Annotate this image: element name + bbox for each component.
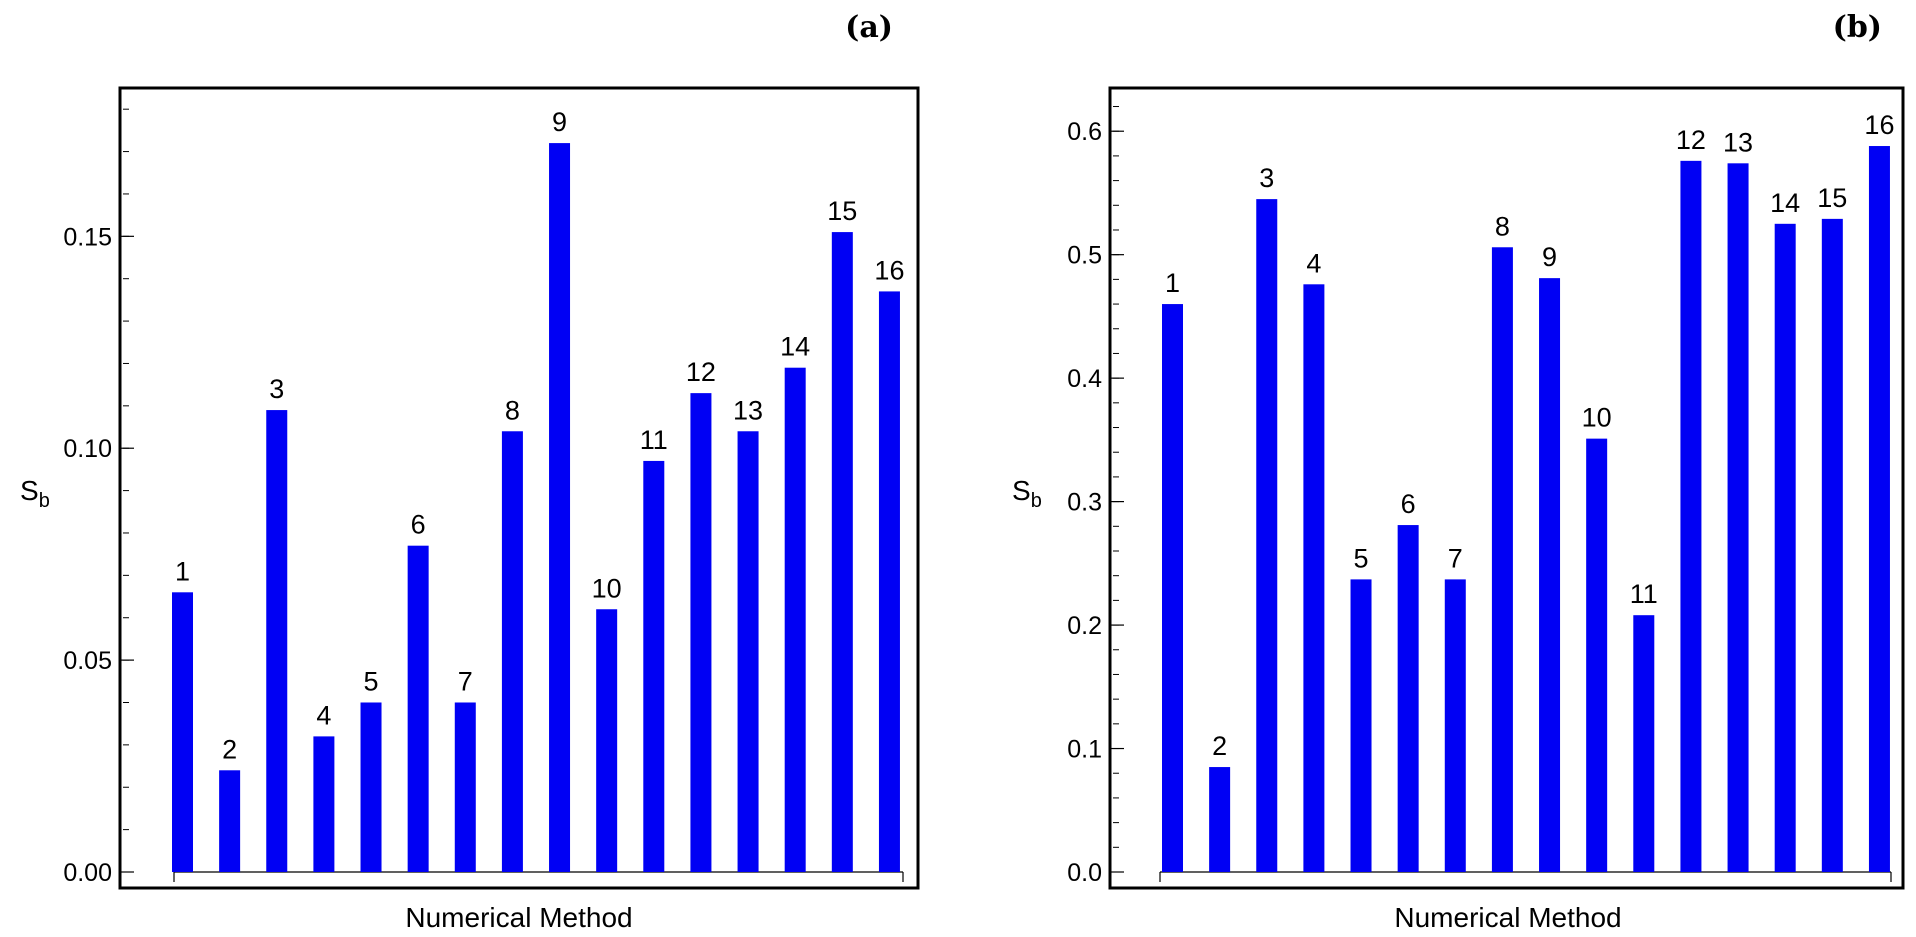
bar-label: 1 — [1165, 268, 1180, 298]
y-tick-label: 0.1 — [1067, 736, 1102, 764]
bar — [172, 592, 193, 872]
bar — [1680, 160, 1702, 872]
y-tick-label: 0.6 — [1067, 118, 1102, 146]
bar-label: 15 — [827, 196, 857, 226]
y-tick-label: 0.5 — [1067, 242, 1102, 270]
bar-label: 15 — [1817, 183, 1847, 213]
bar — [1444, 579, 1466, 872]
bar — [407, 545, 429, 872]
bar — [1350, 579, 1372, 872]
bar — [1303, 284, 1325, 872]
bar — [831, 232, 853, 872]
bar — [360, 702, 382, 872]
bar — [454, 702, 476, 872]
chart-panel-a: 0.000.050.100.15 12345678910111213141516… — [20, 10, 920, 933]
bar — [266, 410, 288, 872]
bar — [1586, 438, 1608, 872]
y-axis-label-subscript: b — [39, 490, 50, 512]
bar — [1209, 767, 1231, 872]
bar — [1539, 278, 1561, 872]
bar-label: 12 — [686, 357, 716, 387]
bar-label: 16 — [1864, 110, 1894, 140]
bar — [1821, 218, 1843, 872]
y-axis-label: Sb — [20, 475, 50, 512]
y-tick-label: 0.10 — [63, 435, 112, 463]
bar — [1868, 146, 1890, 873]
bar-label: 14 — [1770, 188, 1800, 218]
bar-label: 7 — [458, 666, 473, 696]
bar — [737, 431, 759, 872]
y-tick-label: 0.05 — [63, 647, 112, 675]
bar-label: 11 — [640, 425, 668, 455]
y-axis-label: Sb — [1012, 475, 1042, 512]
y-tick-label: 0.15 — [63, 223, 112, 251]
bar — [313, 736, 335, 872]
bar-label: 9 — [552, 107, 567, 137]
bar-label: 7 — [1448, 543, 1463, 573]
y-axis-label-main: S — [20, 475, 39, 506]
bar — [1774, 223, 1796, 872]
bar — [1727, 163, 1749, 873]
bar — [643, 460, 665, 872]
bar — [596, 609, 618, 872]
bar-label: 12 — [1676, 125, 1706, 155]
y-axis-ticks: 0.00 0.05 0.10 0.15 — [63, 108, 904, 887]
bar-label: 3 — [1259, 163, 1274, 193]
y-axis-ticks: 0.0 0.1 0.2 0.3 0.4 0.5 0.6 — [1067, 106, 1892, 887]
y-axis-label-subscript: b — [1031, 490, 1042, 512]
bar-label: 11 — [1630, 579, 1658, 609]
bar-label: 10 — [1582, 403, 1612, 433]
bar — [1491, 247, 1513, 872]
bar — [549, 143, 571, 872]
bar-label: 13 — [733, 395, 763, 425]
y-tick-label: 0.4 — [1067, 365, 1102, 393]
x-axis-label: Numerical Method — [405, 902, 632, 933]
bar — [219, 770, 241, 872]
bar — [1633, 615, 1655, 872]
bar-label: 3 — [269, 374, 284, 404]
x-axis-label: Numerical Method — [1394, 902, 1621, 933]
bar-label: 8 — [505, 395, 520, 425]
plot-frame — [1108, 86, 1905, 890]
bar-label: 2 — [1212, 731, 1227, 761]
panel-label: (b) — [1833, 10, 1882, 45]
bar — [1256, 199, 1278, 872]
bar-label: 5 — [1354, 543, 1369, 573]
bar-label: 6 — [411, 510, 426, 540]
y-tick-label: 0.3 — [1067, 489, 1102, 517]
y-tick-label: 0.00 — [63, 859, 112, 887]
bar — [784, 367, 806, 872]
bar-label: 9 — [1542, 242, 1557, 272]
y-axis-label-main: S — [1012, 475, 1031, 506]
y-tick-label: 0.2 — [1067, 612, 1102, 640]
y-tick-label: 0.0 — [1067, 859, 1102, 887]
bar-label: 5 — [364, 666, 379, 696]
bar — [878, 291, 900, 872]
bar-label: 14 — [780, 332, 810, 362]
bar — [1162, 304, 1183, 872]
plot-frame — [118, 86, 920, 890]
bar-label: 8 — [1495, 211, 1510, 241]
bar-label: 16 — [874, 255, 904, 285]
bar-label: 6 — [1401, 489, 1416, 519]
bar — [690, 393, 712, 872]
bar — [501, 431, 523, 872]
bar — [1397, 525, 1419, 872]
bar-label: 2 — [222, 734, 237, 764]
panel-label: (a) — [845, 10, 893, 45]
bar-label: 4 — [316, 700, 331, 730]
bar-label: 10 — [592, 573, 622, 603]
bar-label: 13 — [1723, 127, 1753, 157]
bar-label: 4 — [1306, 248, 1321, 278]
bar-label: 1 — [175, 556, 190, 586]
